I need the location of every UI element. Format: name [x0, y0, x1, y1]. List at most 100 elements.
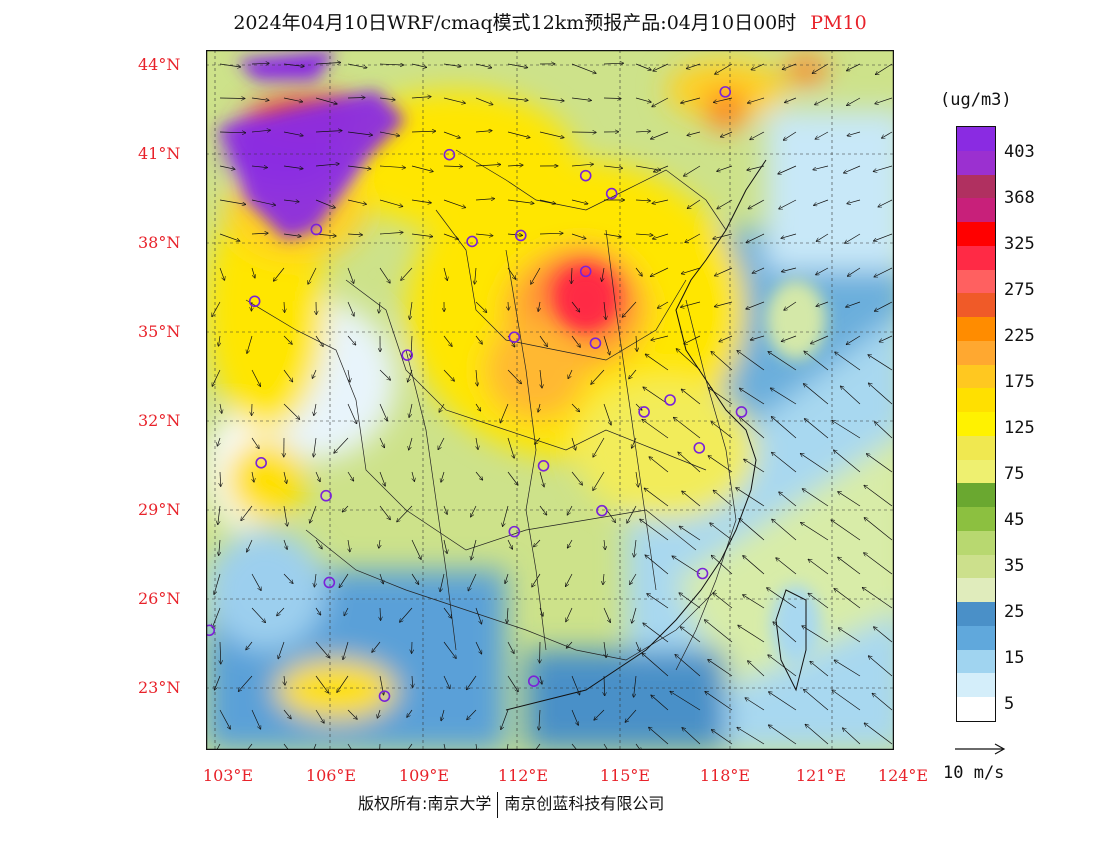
- wind-arrow: [503, 505, 509, 526]
- wind-arrow: [649, 457, 669, 473]
- wind-arrow: [411, 199, 431, 203]
- wind-arrow: [737, 351, 765, 371]
- station-marker: [508, 331, 521, 343]
- wind-arrow: [411, 165, 433, 172]
- wind-arrow: [843, 728, 861, 745]
- wind-arrow: [343, 641, 349, 659]
- wind-arrow: [571, 164, 593, 166]
- wind-arrow: [566, 573, 573, 586]
- wind-arrow: [443, 335, 452, 346]
- wind-arrow: [834, 660, 861, 677]
- wind-arrow: [379, 369, 390, 380]
- station-marker: [537, 460, 550, 472]
- wind-arrow: [603, 233, 621, 237]
- wind-arrow: [844, 165, 861, 173]
- wind-arrow: [604, 675, 605, 696]
- wind-arrow: [251, 301, 252, 311]
- wind-arrow: [571, 709, 578, 725]
- wind-arrow: [719, 335, 733, 342]
- wind-arrow: [815, 131, 829, 139]
- wind-arrow: [347, 131, 372, 135]
- station-marker: [735, 406, 748, 418]
- station-marker: [443, 148, 456, 161]
- wind-arrow: [847, 97, 861, 105]
- colorbar-swatch: [957, 364, 995, 389]
- colorbar-swatch: [957, 340, 995, 366]
- wind-arrow: [507, 267, 516, 279]
- wind-arrow: [219, 539, 220, 555]
- wind-arrow: [801, 523, 829, 541]
- wind-arrow: [507, 539, 512, 549]
- wind-arrow: [283, 335, 292, 344]
- wind-arrow: [750, 131, 765, 140]
- wind-arrow: [443, 233, 458, 239]
- copyright: 版权所有:南京大学 南京创蓝科技有限公司: [358, 790, 664, 818]
- wind-arrow: [880, 335, 893, 342]
- colorbar-swatch: [957, 174, 995, 199]
- station-marker: [466, 235, 478, 248]
- wind-arrow: [507, 641, 514, 653]
- wind-arrow: [539, 199, 555, 204]
- wind-arrow: [767, 588, 797, 609]
- wind-arrow: [847, 63, 861, 71]
- wind-arrow: [571, 199, 588, 204]
- wind-arrow: [705, 620, 733, 643]
- wind-arrow: [539, 97, 564, 101]
- wind-arrow: [379, 131, 399, 136]
- wind-arrow: [347, 709, 357, 719]
- wind-arrow: [212, 607, 221, 628]
- wind-arrow: [467, 675, 477, 690]
- wind-arrow: [804, 351, 829, 371]
- station-marker: [664, 394, 676, 406]
- wind-arrow: [247, 539, 253, 552]
- colorbar-unit: (ug/m3): [940, 90, 1012, 110]
- wind-arrow: [507, 369, 521, 384]
- wind-arrow: [283, 471, 287, 483]
- wind-arrow: [251, 199, 275, 205]
- wind-arrow: [443, 369, 454, 381]
- wind-arrow: [651, 335, 669, 340]
- wind-arrow: [776, 558, 797, 575]
- wind-arrow: [571, 335, 580, 347]
- wind-arrow: [816, 233, 829, 241]
- wind-arrow: [816, 267, 829, 275]
- wind-arrow: [219, 233, 240, 241]
- wind-scale-arrow: [955, 743, 1006, 755]
- wind-arrow: [782, 63, 797, 69]
- wind-arrow: [679, 593, 701, 609]
- wind-arrow: [443, 675, 450, 689]
- wind-arrow: [676, 349, 701, 371]
- wind-arrow: [737, 728, 765, 745]
- wind-arrow: [653, 63, 669, 71]
- station-marker: [310, 223, 323, 236]
- station-marker: [579, 265, 592, 278]
- wind-arrow: [782, 267, 797, 272]
- wind-arrow: [337, 675, 349, 692]
- wind-arrow: [538, 301, 540, 311]
- wind-arrow: [334, 437, 349, 453]
- wind-arrow: [603, 607, 610, 622]
- wind-arrow: [571, 233, 586, 239]
- wind-arrow: [654, 165, 669, 172]
- wind-arrow: [603, 63, 623, 64]
- wind-arrow: [875, 422, 893, 439]
- colorbar-swatch: [957, 459, 995, 484]
- wind-arrow: [838, 492, 861, 507]
- colorbar-swatch: [957, 697, 995, 722]
- wind-arrow: [347, 234, 362, 235]
- wind-arrow: [717, 165, 733, 171]
- wind-arrow: [769, 692, 797, 711]
- wind-arrow: [772, 417, 797, 439]
- wind-arrow: [803, 489, 829, 507]
- wind-arrow: [440, 573, 445, 592]
- lat-label-41: 41°N: [138, 144, 181, 163]
- wind-arrow: [315, 471, 320, 482]
- station-marker: [693, 442, 706, 454]
- station-marker: [206, 624, 216, 637]
- wind-arrow: [443, 641, 456, 658]
- wind-arrow: [566, 607, 573, 622]
- wind-arrow: [632, 607, 637, 623]
- wind-arrow: [874, 165, 893, 171]
- wind-arrow: [347, 301, 354, 316]
- wind-arrow: [864, 518, 893, 541]
